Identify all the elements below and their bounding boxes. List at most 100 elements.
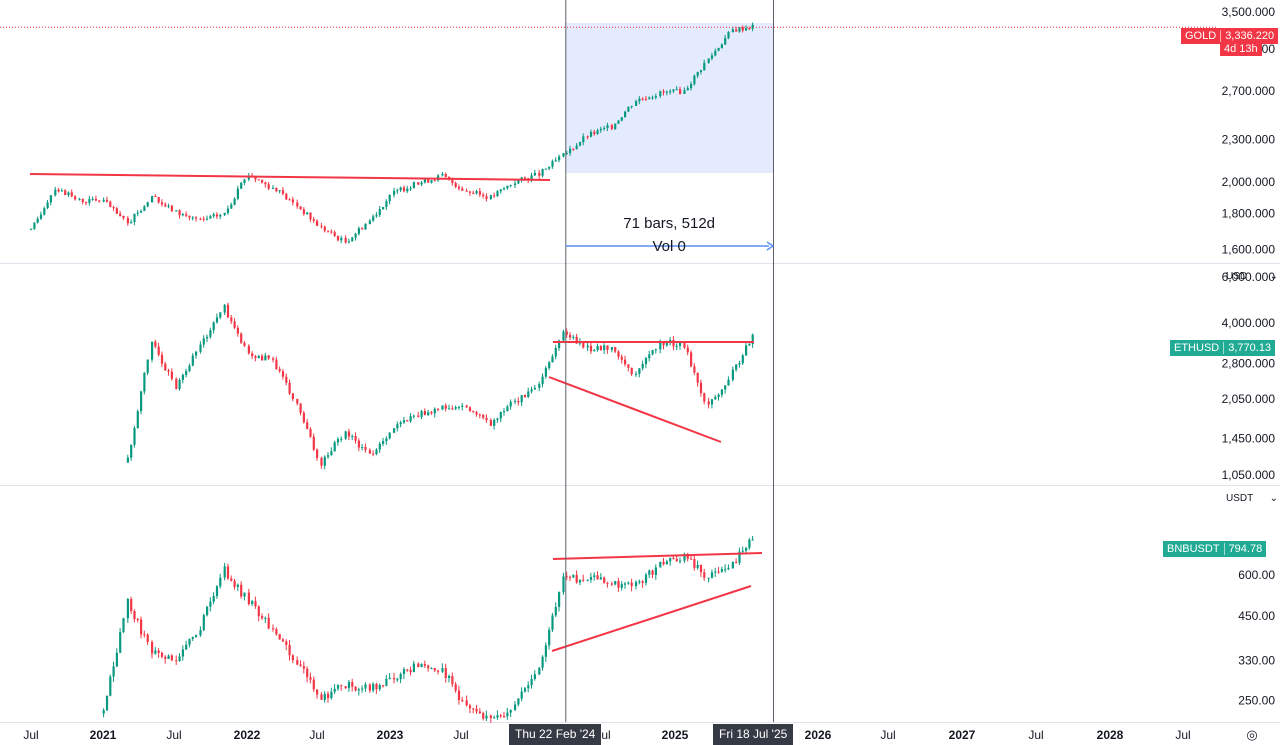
candle-body [264, 355, 267, 361]
time-tick-label: 2027 [949, 728, 976, 742]
date-chip-start: Thu 22 Feb '24 [509, 724, 602, 745]
candle-body [541, 376, 544, 385]
time-tick-label: 2022 [234, 728, 261, 742]
candle-body [175, 378, 178, 389]
candle-body [181, 214, 184, 216]
candle-body [586, 345, 589, 348]
eth-support-line [548, 376, 722, 443]
candle-body [489, 420, 492, 426]
candle-body [357, 689, 360, 691]
candle-body [672, 89, 675, 92]
candle-body [648, 97, 651, 100]
candle-body [703, 393, 706, 402]
candle-body [175, 660, 178, 662]
candle-body [575, 336, 578, 344]
candle-body [558, 156, 561, 161]
candle-body [741, 355, 744, 364]
candle-body [478, 711, 481, 714]
candle-body [281, 639, 285, 642]
candle-body [164, 204, 167, 207]
candle-body [638, 98, 641, 102]
candle-body [696, 372, 699, 383]
bnb-currency-select[interactable]: USDT ⌄ [1222, 490, 1278, 506]
candle-body [126, 218, 129, 224]
candle-body [291, 655, 294, 661]
candle-body [593, 350, 596, 352]
candle-body [489, 195, 492, 199]
date-chip-start-text: Thu 22 Feb '24 [515, 727, 596, 741]
candle-body [714, 50, 717, 56]
candle-body [699, 70, 703, 72]
candle-body [275, 359, 278, 370]
candle-body [33, 222, 36, 229]
candle-body [39, 214, 43, 219]
candle-body [316, 449, 319, 458]
candle-body [506, 712, 509, 717]
candle-body [423, 411, 426, 416]
candle-body [105, 695, 109, 711]
candle-body [151, 642, 154, 654]
candle-body [544, 368, 547, 377]
settings-icon[interactable]: ◎ [1244, 727, 1260, 743]
candle-body [710, 399, 714, 405]
candle-body [651, 570, 654, 575]
candle-body [330, 231, 333, 233]
candle-body [154, 650, 157, 654]
candle-body [57, 189, 60, 192]
candle-body [257, 179, 260, 181]
candle-body [146, 359, 149, 374]
candle-body [472, 192, 475, 194]
candle-body [206, 336, 209, 339]
candle-body [164, 363, 167, 371]
candle-body [136, 411, 139, 428]
candle-body [309, 677, 312, 680]
candle-body [320, 457, 323, 466]
candle-body [544, 645, 547, 657]
candle-body [54, 189, 57, 196]
candle-body [751, 24, 754, 29]
candle-body [514, 401, 517, 403]
price-tick-label: 1,800.000 [1222, 207, 1276, 221]
candle-body [399, 674, 402, 680]
candle-body [43, 208, 46, 215]
price-tick-label: 2,000.000 [1222, 175, 1276, 189]
candle-body [538, 384, 541, 388]
time-tick-label: Jul [880, 728, 895, 742]
candle-body [654, 96, 657, 98]
candle-body [406, 669, 409, 671]
candle-body [679, 89, 682, 94]
candle-body [112, 666, 115, 677]
candle-body [261, 180, 264, 183]
candle-body [565, 576, 568, 578]
candle-body [36, 218, 39, 223]
candle-body [344, 237, 347, 243]
candle-body [710, 55, 714, 59]
candle-body [164, 656, 167, 659]
candle-body [306, 668, 309, 678]
bnb-support-line [551, 585, 752, 652]
candle-body [482, 713, 485, 719]
candle-body [727, 379, 730, 386]
candle-body [741, 550, 744, 552]
time-tick-label: Jul [1028, 728, 1043, 742]
candle-body [454, 684, 457, 691]
candle-body [614, 123, 617, 129]
candle-body [496, 191, 499, 197]
candle-body [554, 347, 557, 357]
candle-body [188, 638, 191, 645]
eth-currency-select[interactable]: USD ⌄ [1222, 268, 1278, 284]
candle-body [699, 382, 703, 394]
eth-currency-value: USD [1226, 270, 1248, 282]
candle-body [417, 663, 420, 668]
candle-body [316, 220, 319, 226]
candle-body [140, 391, 143, 412]
candle-body [530, 389, 533, 392]
candle-body [610, 583, 613, 585]
candle-body [151, 341, 154, 360]
candle-body [212, 596, 215, 602]
candle-body [336, 235, 340, 241]
candle-body [299, 664, 302, 667]
candle-body [703, 62, 706, 71]
candle-body [569, 334, 572, 338]
